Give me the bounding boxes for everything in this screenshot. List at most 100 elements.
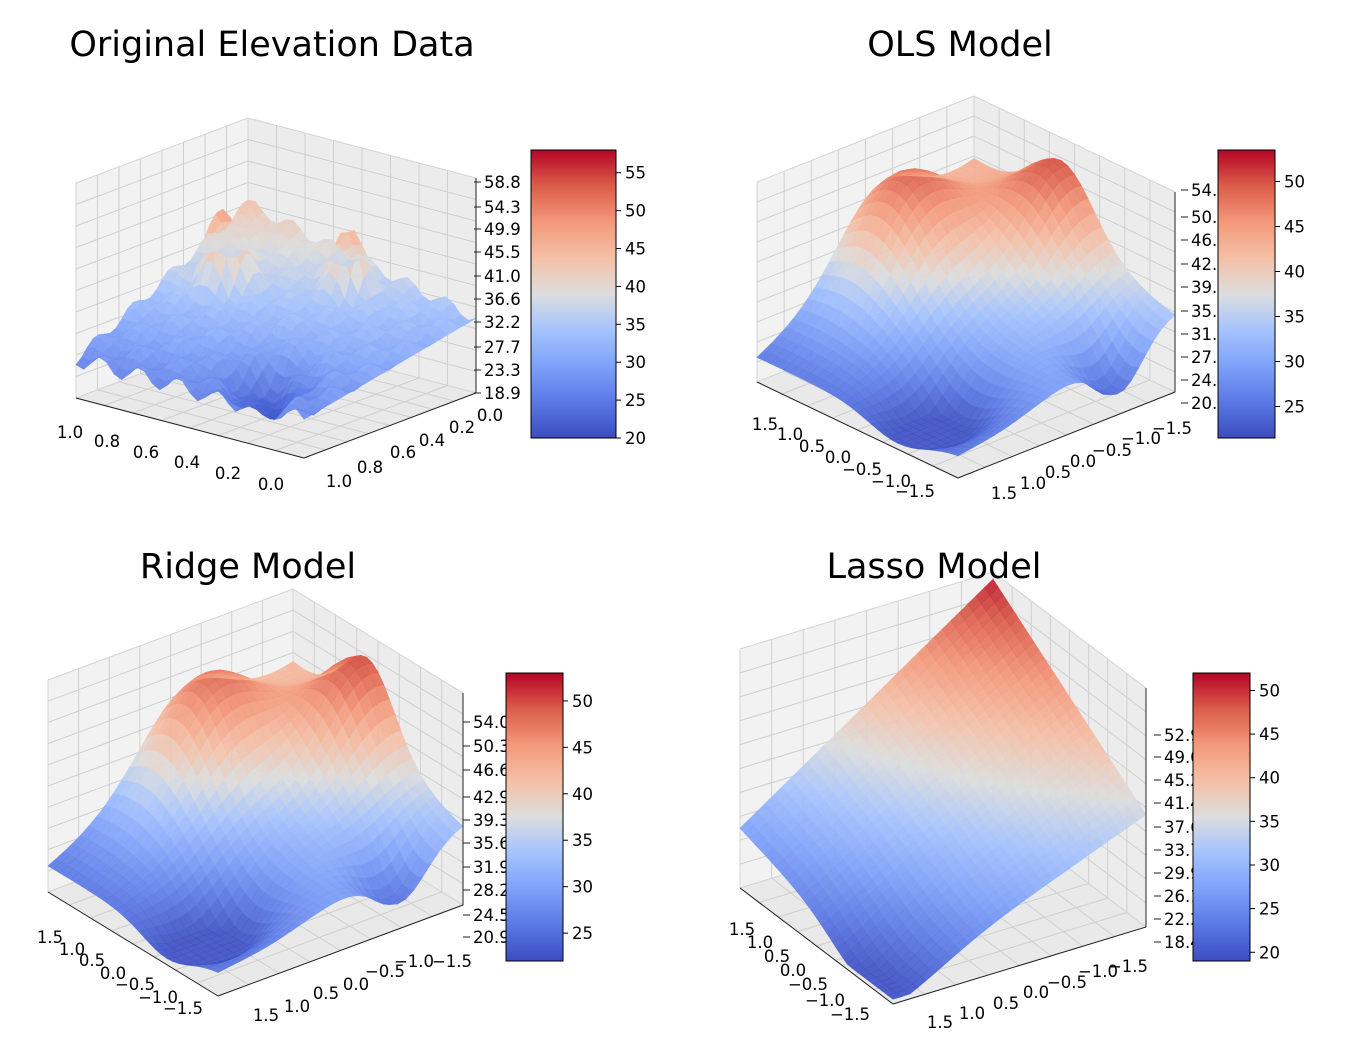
x-tick-label: 0.0 [258, 475, 284, 494]
colorbar-tick-label: 45 [1284, 218, 1305, 237]
wall-grid-line [47, 630, 464, 736]
colorbar [1218, 150, 1275, 438]
x-tick-label: −0.5 [842, 460, 882, 479]
colorbar-tick-label: 30 [625, 353, 646, 372]
x-tick-label: −1.5 [895, 482, 935, 501]
wall-grid-line [47, 609, 464, 715]
y-tick-label: 1.0 [959, 1004, 985, 1023]
y-tick-label: −1.5 [1152, 419, 1192, 438]
z-tick-label: 36.6 [484, 290, 521, 309]
x-tick-label: 0.5 [799, 437, 825, 456]
x-axis-line [756, 381, 959, 479]
colorbar-tick-label: 35 [572, 831, 593, 850]
x-tick-label: 0.8 [94, 432, 120, 451]
surface-mesh [756, 157, 1176, 457]
colorbar-tick-label: 30 [1284, 353, 1305, 372]
colorbar-tick-label: 50 [625, 202, 646, 221]
colorbar-tick-label: 25 [1259, 900, 1280, 919]
colorbar-tick-label: 25 [572, 924, 593, 943]
colorbar [1193, 673, 1250, 961]
subplot-4: 1.51.00.50.0−0.5−1.0−1.5 1.5 1.00.50.0−0.5… [729, 547, 1280, 1032]
colorbar-tick-label: 20 [1259, 943, 1280, 962]
y-tick-label: 0.2 [449, 418, 475, 437]
x-tick-label: 1.0 [57, 423, 83, 442]
z-tick-label: 28.2 [473, 881, 510, 900]
colorbar-tick-label: 30 [1259, 856, 1280, 875]
y-tick-label: 0.5 [993, 994, 1019, 1013]
z-tick-label: 23.3 [484, 361, 521, 380]
y-tick-label: −1.0 [394, 952, 434, 971]
colorbar-tick-label: 25 [625, 391, 646, 410]
colorbar-tick-label: 40 [1259, 769, 1280, 788]
z-tick-label: 24.5 [473, 906, 510, 925]
x-tick-label: 0.0 [825, 448, 851, 467]
y-tick-label: 0.0 [477, 406, 503, 425]
x-axis-line [75, 397, 305, 459]
x-tick-label: 0.4 [174, 453, 200, 472]
x-tick-label: 1.5 [752, 415, 778, 434]
colorbar-tick-label: 40 [1284, 263, 1305, 282]
y-tick-label: 1.5 [253, 1006, 279, 1025]
z-tick-label: 58.8 [484, 173, 521, 192]
y-tick-label: −1.5 [432, 952, 472, 971]
y-tick-label: 0.0 [1070, 452, 1096, 471]
y-axis-line [957, 391, 1176, 479]
wall-grid-line [75, 160, 477, 227]
y-tick-label: −1.5 [1108, 957, 1148, 976]
z-tick-label: 50.3 [473, 737, 510, 756]
y-tick-label: 0.5 [313, 984, 339, 1003]
z-tick-label: 41.0 [484, 267, 521, 286]
surface-mesh [47, 654, 464, 973]
z-tick-label: 35.6 [473, 834, 510, 853]
x-tick-label: 1.0 [777, 425, 803, 444]
y-tick-label: 0.6 [390, 443, 416, 462]
y-tick-label: 0.8 [357, 458, 383, 477]
z-tick-label: 45.5 [484, 243, 521, 262]
y-tick-label: 1.0 [284, 997, 310, 1016]
colorbar-tick-label: 35 [625, 315, 646, 334]
subplot-3: 1.51.00.50.0−0.5−1.0−1.5 1.5 1.00.5 0.0−0.5… [37, 547, 593, 1025]
colorbar [506, 673, 563, 961]
x-tick-label: −1.0 [871, 472, 911, 491]
z-tick-label: 32.2 [484, 313, 521, 332]
y-tick-label: 0.0 [1023, 983, 1049, 1002]
subplot-title: Ridge Model [140, 547, 356, 587]
colorbar-tick-label: 40 [572, 785, 593, 804]
x-tick-label: 0.6 [133, 443, 159, 462]
y-tick-label: −0.5 [1092, 441, 1132, 460]
wall-grid-line [75, 138, 477, 205]
subplot-title: Original Elevation Data [69, 25, 474, 65]
y-tick-label: 1.5 [991, 484, 1017, 503]
colorbar-frame [530, 149, 617, 439]
colorbar [531, 150, 616, 438]
colorbar-tick-label: 55 [625, 164, 646, 183]
x-tick-label: 0.2 [215, 464, 241, 483]
wall-grid-line [756, 115, 1176, 213]
colorbar-tick-label: 25 [1284, 398, 1305, 417]
colorbar-tick-label: 20 [625, 429, 646, 448]
y-tick-label: 0.4 [419, 431, 445, 450]
subplot-2: 1.51.00.50.0−0.5−1.0−1.5 1.51.00.50.0−0.5… [752, 25, 1305, 503]
z-tick-label: 46.6 [473, 761, 510, 780]
y-tick-label: 1.0 [1020, 474, 1046, 493]
x-tick-label: −1.5 [163, 999, 203, 1018]
y-tick-label: 1.5 [927, 1013, 953, 1032]
wall-grid-line [756, 155, 1176, 253]
colorbar-tick-label: 35 [1259, 812, 1280, 831]
y-axis-line [303, 392, 477, 459]
z-tick-label: 54.0 [473, 713, 510, 732]
z-tick-label: 20.9 [473, 928, 510, 947]
colorbar-tick-label: 45 [625, 240, 646, 259]
colorbar-tick-label: 35 [1284, 308, 1305, 327]
x-tick-label: −1.5 [830, 1005, 870, 1024]
z-tick-label: 31.9 [473, 858, 510, 877]
colorbar-tick-label: 40 [625, 277, 646, 296]
colorbar-tick-label: 45 [572, 738, 593, 757]
z-tick-label: 27.7 [484, 338, 521, 357]
y-tick-label: 1.0 [326, 472, 352, 491]
z-tick-label: 39.3 [473, 811, 510, 830]
wall-grid-line [756, 135, 1176, 233]
colorbar-tick-label: 50 [1259, 681, 1280, 700]
surface-mesh [75, 199, 477, 421]
